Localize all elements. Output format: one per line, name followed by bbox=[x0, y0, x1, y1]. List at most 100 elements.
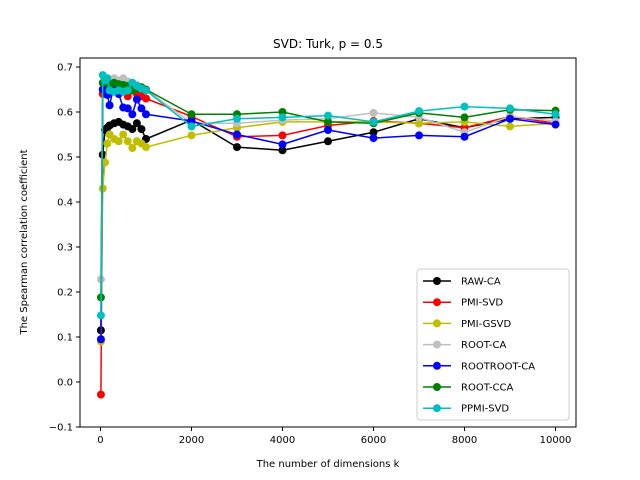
data-point-pmi-gsvd bbox=[506, 122, 515, 131]
y-tick-label: 0.3 bbox=[57, 243, 73, 254]
y-tick-label: 0.4 bbox=[57, 198, 73, 209]
data-point-ppmi-svd bbox=[551, 110, 560, 119]
y-tick-label: 0.2 bbox=[57, 288, 73, 299]
legend-swatch-marker bbox=[433, 277, 441, 285]
legend-item-ppmi-svd: PPMI-SVD bbox=[423, 404, 509, 415]
legend-item-root-ca: ROOT-CA bbox=[423, 340, 506, 351]
data-point-pmi-gsvd bbox=[187, 131, 196, 140]
legend-item-pmi-gsvd: PMI-GSVD bbox=[423, 319, 512, 330]
legend-label: ROOTROOT-CA bbox=[461, 361, 535, 372]
data-point-pmi-gsvd bbox=[128, 144, 137, 152]
data-point-raw-ca bbox=[128, 125, 137, 134]
x-tick-label: 8000 bbox=[452, 435, 477, 446]
data-point-rootroot-ca bbox=[105, 101, 114, 110]
x-tick-label: 0 bbox=[97, 435, 103, 446]
series-layer bbox=[96, 71, 560, 399]
y-tick-label: 0.0 bbox=[57, 378, 73, 389]
x-tick-label: 6000 bbox=[361, 435, 386, 446]
data-point-rootroot-ca bbox=[551, 120, 560, 129]
x-axis: 0 2000 4000 6000 8000 10000 bbox=[97, 427, 571, 446]
series-line-rootroot-ca bbox=[100, 80, 556, 340]
data-point-raw-ca bbox=[369, 128, 378, 137]
data-point-ppmi-svd bbox=[96, 311, 105, 320]
legend-item-rootroot-ca: ROOTROOT-CA bbox=[423, 361, 535, 372]
data-point-pmi-gsvd bbox=[415, 119, 424, 128]
y-tick-label: 0.1 bbox=[57, 333, 73, 344]
data-point-pmi-svd bbox=[96, 390, 105, 399]
x-tick-label: 10000 bbox=[540, 435, 572, 446]
data-point-pmi-gsvd bbox=[141, 143, 150, 152]
legend: RAW-CA PMI-SVD PMI-GSVD ROOT-CA ROOTROOT-CA R… bbox=[416, 268, 570, 421]
data-point-rootroot-ca bbox=[123, 104, 132, 113]
data-point-raw-ca bbox=[137, 125, 146, 134]
series-pmi-gsvd bbox=[96, 117, 560, 346]
x-tick-label: 4000 bbox=[270, 435, 295, 446]
x-tick-label: 2000 bbox=[179, 435, 204, 446]
data-point-rootroot-ca bbox=[278, 140, 287, 149]
x-axis-title: The number of dimensions k bbox=[256, 459, 400, 470]
data-point-ppmi-svd bbox=[369, 117, 378, 126]
data-point-rootroot-ca bbox=[96, 335, 105, 344]
data-point-ppmi-svd bbox=[232, 114, 241, 123]
chart-title: SVD: Turk, p = 0.5 bbox=[273, 37, 383, 51]
data-point-pmi-gsvd bbox=[123, 137, 132, 146]
data-point-rootroot-ca bbox=[132, 95, 141, 104]
legend-label: ROOT-CCA bbox=[461, 383, 513, 394]
legend-swatch-marker bbox=[433, 298, 441, 307]
data-point-rootroot-ca bbox=[232, 130, 241, 139]
y-axis: −0.1 0.0 0.1 0.2 0.3 0.4 0.5 0.6 0.7 bbox=[49, 63, 80, 434]
legend-item-raw-ca: RAW-CA bbox=[423, 277, 501, 288]
data-point-raw-ca bbox=[278, 146, 287, 155]
data-point-root-ca bbox=[369, 108, 378, 117]
data-point-rootroot-ca bbox=[369, 134, 378, 143]
data-point-ppmi-svd bbox=[103, 74, 112, 83]
plot-area bbox=[79, 57, 577, 428]
data-point-pmi-svd bbox=[141, 94, 150, 103]
plot-frame bbox=[79, 57, 577, 428]
y-tick-label: 0.5 bbox=[57, 153, 73, 164]
legend-box bbox=[416, 268, 570, 421]
legend-label: ROOT-CA bbox=[461, 340, 506, 351]
legend-swatch-marker bbox=[433, 383, 441, 391]
data-point-root-cca bbox=[324, 117, 332, 126]
data-point-pmi-gsvd bbox=[103, 139, 112, 148]
legend-label: PMI-GSVD bbox=[461, 319, 512, 330]
legend-label: PMI-SVD bbox=[461, 298, 503, 309]
data-point-ppmi-svd bbox=[415, 107, 424, 116]
y-tick-label: 0.7 bbox=[57, 63, 73, 74]
data-point-ppmi-svd bbox=[506, 104, 515, 113]
data-point-pmi-gsvd bbox=[119, 130, 128, 139]
data-point-ppmi-svd bbox=[460, 102, 469, 111]
series-ppmi-svd bbox=[96, 71, 560, 320]
legend-swatch-marker bbox=[433, 404, 441, 413]
data-point-rootroot-ca bbox=[141, 110, 150, 119]
data-point-root-cca bbox=[460, 113, 469, 122]
data-point-root-cca bbox=[187, 110, 196, 119]
data-point-rootroot-ca bbox=[128, 110, 137, 119]
y-tick-label: −0.1 bbox=[49, 423, 73, 434]
data-point-rootroot-ca bbox=[137, 104, 146, 113]
data-point-ppmi-svd bbox=[278, 113, 287, 122]
legend-label: PPMI-SVD bbox=[461, 404, 509, 415]
data-point-raw-ca bbox=[232, 143, 241, 152]
y-axis-title: The Spearman correlation coefficient bbox=[19, 149, 30, 335]
data-point-rootroot-ca bbox=[415, 131, 424, 140]
legend-swatch-marker bbox=[433, 340, 441, 349]
data-point-ppmi-svd bbox=[141, 86, 150, 95]
data-point-ppmi-svd bbox=[324, 111, 332, 120]
data-point-raw-ca bbox=[324, 137, 332, 146]
data-point-pmi-svd bbox=[278, 131, 287, 140]
legend-swatch-marker bbox=[433, 319, 441, 328]
y-tick-label: 0.6 bbox=[57, 108, 73, 119]
data-point-rootroot-ca bbox=[506, 114, 515, 123]
legend-item-root-cca: ROOT-CCA bbox=[423, 383, 513, 394]
data-point-rootroot-ca bbox=[460, 132, 469, 141]
data-point-ppmi-svd bbox=[187, 122, 196, 131]
data-point-ppmi-svd bbox=[123, 86, 132, 95]
data-point-pmi-gsvd bbox=[101, 158, 110, 167]
data-point-raw-ca bbox=[132, 119, 141, 128]
legend-item-pmi-svd: PMI-SVD bbox=[423, 298, 503, 309]
data-point-pmi-gsvd bbox=[114, 137, 123, 146]
legend-swatch-marker bbox=[433, 361, 441, 370]
